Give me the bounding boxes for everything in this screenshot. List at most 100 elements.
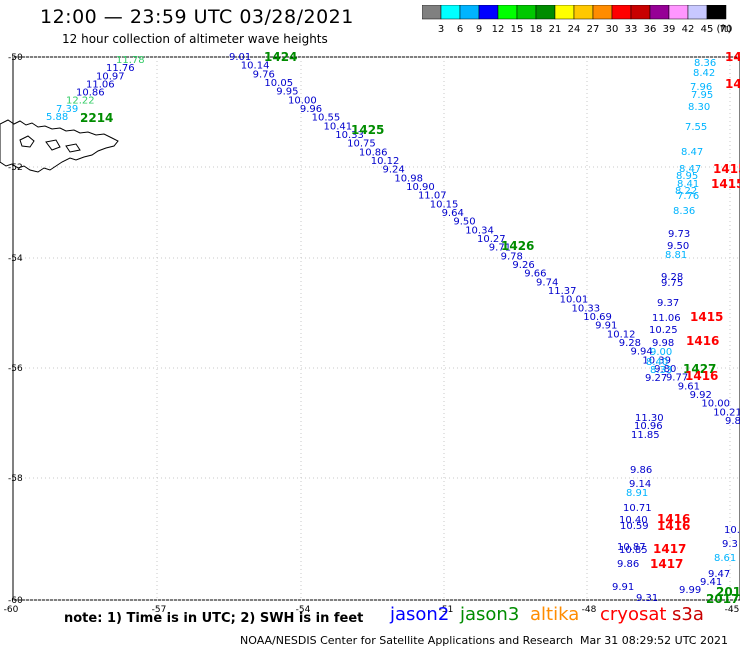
wave-height-value: 9.99 <box>679 585 701 596</box>
colorbar-tick: 9 <box>476 24 482 35</box>
wave-height-value: 8.30 <box>688 102 710 113</box>
colorbar-tick: 15 <box>511 24 524 35</box>
wave-height-value: 8.95 <box>676 171 698 182</box>
wave-height-value: 9.24 <box>383 165 405 176</box>
colorbar-tick: 42 <box>682 24 695 35</box>
wave-height-value: 10.90 <box>406 182 435 193</box>
wave-height-value: 9.86 <box>630 465 652 476</box>
colorbar-tick: (ft) <box>716 24 731 35</box>
pass-time-label: 2214 <box>80 111 113 125</box>
legend-jason3: jason3 <box>460 604 520 625</box>
latitude-tick-label: -60 <box>8 596 23 606</box>
wave-height-value: 8.47 <box>681 147 703 158</box>
legend-jason2: jason2 <box>390 604 450 625</box>
pass-time-label: 1415 <box>713 162 740 176</box>
wave-height-value: 10.59 <box>620 521 649 532</box>
wave-height-value: 9.47 <box>708 569 730 580</box>
wave-height-value: 7.76 <box>677 191 699 202</box>
longitude-tick-label: -54 <box>296 605 311 615</box>
colorbar-tick: 6 <box>457 24 463 35</box>
wave-height-value: 10.34 <box>465 225 494 236</box>
wave-height-value: 10. <box>724 525 740 536</box>
legend-altika: altika <box>530 604 580 625</box>
wave-height-value: 8.36 <box>694 58 716 69</box>
colorbar-tick: 36 <box>644 24 657 35</box>
legend-s3a: s3a <box>672 604 704 625</box>
generation-timestamp: Mar 31 08:29:52 UTC 2021 <box>580 634 728 647</box>
wave-height-value: 9.26 <box>512 260 534 271</box>
pass-time-label: 14 <box>725 50 740 64</box>
wave-height-value: 10.15 <box>430 199 459 210</box>
wave-height-value: 8.91 <box>626 488 648 499</box>
pass-time-label: 1427 <box>683 362 716 376</box>
colorbar-tick: 12 <box>492 24 505 35</box>
map-title: 12:00 — 23:59 UTC 03/28/2021 <box>40 6 354 28</box>
wave-height-value: 8.81 <box>665 250 687 261</box>
wave-height-value: 10.55 <box>312 113 341 124</box>
colorbar-tick: 70 <box>720 24 732 35</box>
wave-height-value: 9.86 <box>617 559 639 570</box>
wave-height-value: 7.96 <box>690 82 712 93</box>
wave-height-value: 10.96 <box>634 421 663 432</box>
wave-height-value: 10.25 <box>649 325 678 336</box>
wave-height-value: 9.73 <box>668 229 690 240</box>
wave-height-value: 11.76 <box>106 63 135 74</box>
pass-time-label: 1417 <box>653 542 686 556</box>
longitude-tick-label: -48 <box>582 605 597 615</box>
wave-height-value: 5.88 <box>46 112 68 123</box>
latitude-tick-label: -50 <box>8 53 23 63</box>
wave-height-value: 7.95 <box>691 90 713 101</box>
wave-height-value: 10.00 <box>288 95 317 106</box>
wave-height-value: 11.78 <box>116 55 145 66</box>
observation-labels: 14249.0110.149.7610.059.9510.009.9610.55… <box>46 50 740 606</box>
colorbar-tick: 27 <box>587 24 600 35</box>
wave-height-value: 9.76 <box>253 69 275 80</box>
map-gridlines <box>12 56 740 601</box>
pass-time-label: 14 <box>725 77 740 91</box>
pass-time-label: 201 <box>716 585 740 599</box>
pass-time-label: 1416 <box>657 519 690 533</box>
longitude-tick-label: -57 <box>152 605 167 615</box>
wave-height-value: 9.74 <box>536 277 558 288</box>
wave-height-value: 9.31 <box>636 593 658 604</box>
wave-height-value: 10.69 <box>583 312 612 323</box>
map-subtitle: 12 hour collection of altimeter wave hei… <box>62 32 328 46</box>
wave-height-value: 8.33 <box>650 365 672 376</box>
wave-height-value: 10.98 <box>394 173 423 184</box>
pass-time-label: 1415 <box>711 177 740 191</box>
wave-height-value: 9.96 <box>300 104 322 115</box>
wave-height-value: 8.22 <box>675 186 697 197</box>
wave-height-value: 10.87 <box>617 542 646 553</box>
pass-time-label: 1424 <box>264 50 297 64</box>
wave-height-value: 7.55 <box>685 122 707 133</box>
latitude-tick-label: -52 <box>8 163 23 173</box>
wave-height-value: 10.41 <box>323 121 352 132</box>
wave-height-value: 9.50 <box>453 217 475 228</box>
wave-height-value: 9.94 <box>631 347 653 358</box>
wave-height-value: 11.06 <box>86 79 115 90</box>
colorbar-tick: 21 <box>549 24 562 35</box>
wave-height-value: 10.71 <box>623 503 652 514</box>
wave-height-value: 8.42 <box>693 68 715 79</box>
wave-height-value: 9.91 <box>595 321 617 332</box>
wave-height-value: 8.61 <box>714 553 736 564</box>
wave-height-value: 12.22 <box>66 96 95 107</box>
latitude-tick-label: -58 <box>8 474 23 484</box>
wave-height-value: 10.40 <box>619 515 648 526</box>
colorbar-tick: 24 <box>568 24 581 35</box>
wave-height-value: 9.00 <box>650 347 672 358</box>
wave-height-value: 10.86 <box>76 88 105 99</box>
pass-time-label: 1417 <box>650 557 683 571</box>
credit-line: NOAA/NESDIS Center for Satellite Applica… <box>240 634 574 647</box>
wave-height-value: 9.28 <box>619 338 641 349</box>
wave-height-value: 11.85 <box>631 430 660 441</box>
pass-time-label: 2017 <box>706 592 739 606</box>
latitude-tick-label: -54 <box>8 254 23 264</box>
wave-height-value: 9.14 <box>629 479 651 490</box>
map-frame <box>12 56 740 601</box>
wave-height-value: 10.05 <box>264 78 293 89</box>
pass-time-label: 1416 <box>685 369 718 383</box>
wave-height-value: 9.71 <box>489 243 511 254</box>
pass-time-label: 1416 <box>686 334 719 348</box>
